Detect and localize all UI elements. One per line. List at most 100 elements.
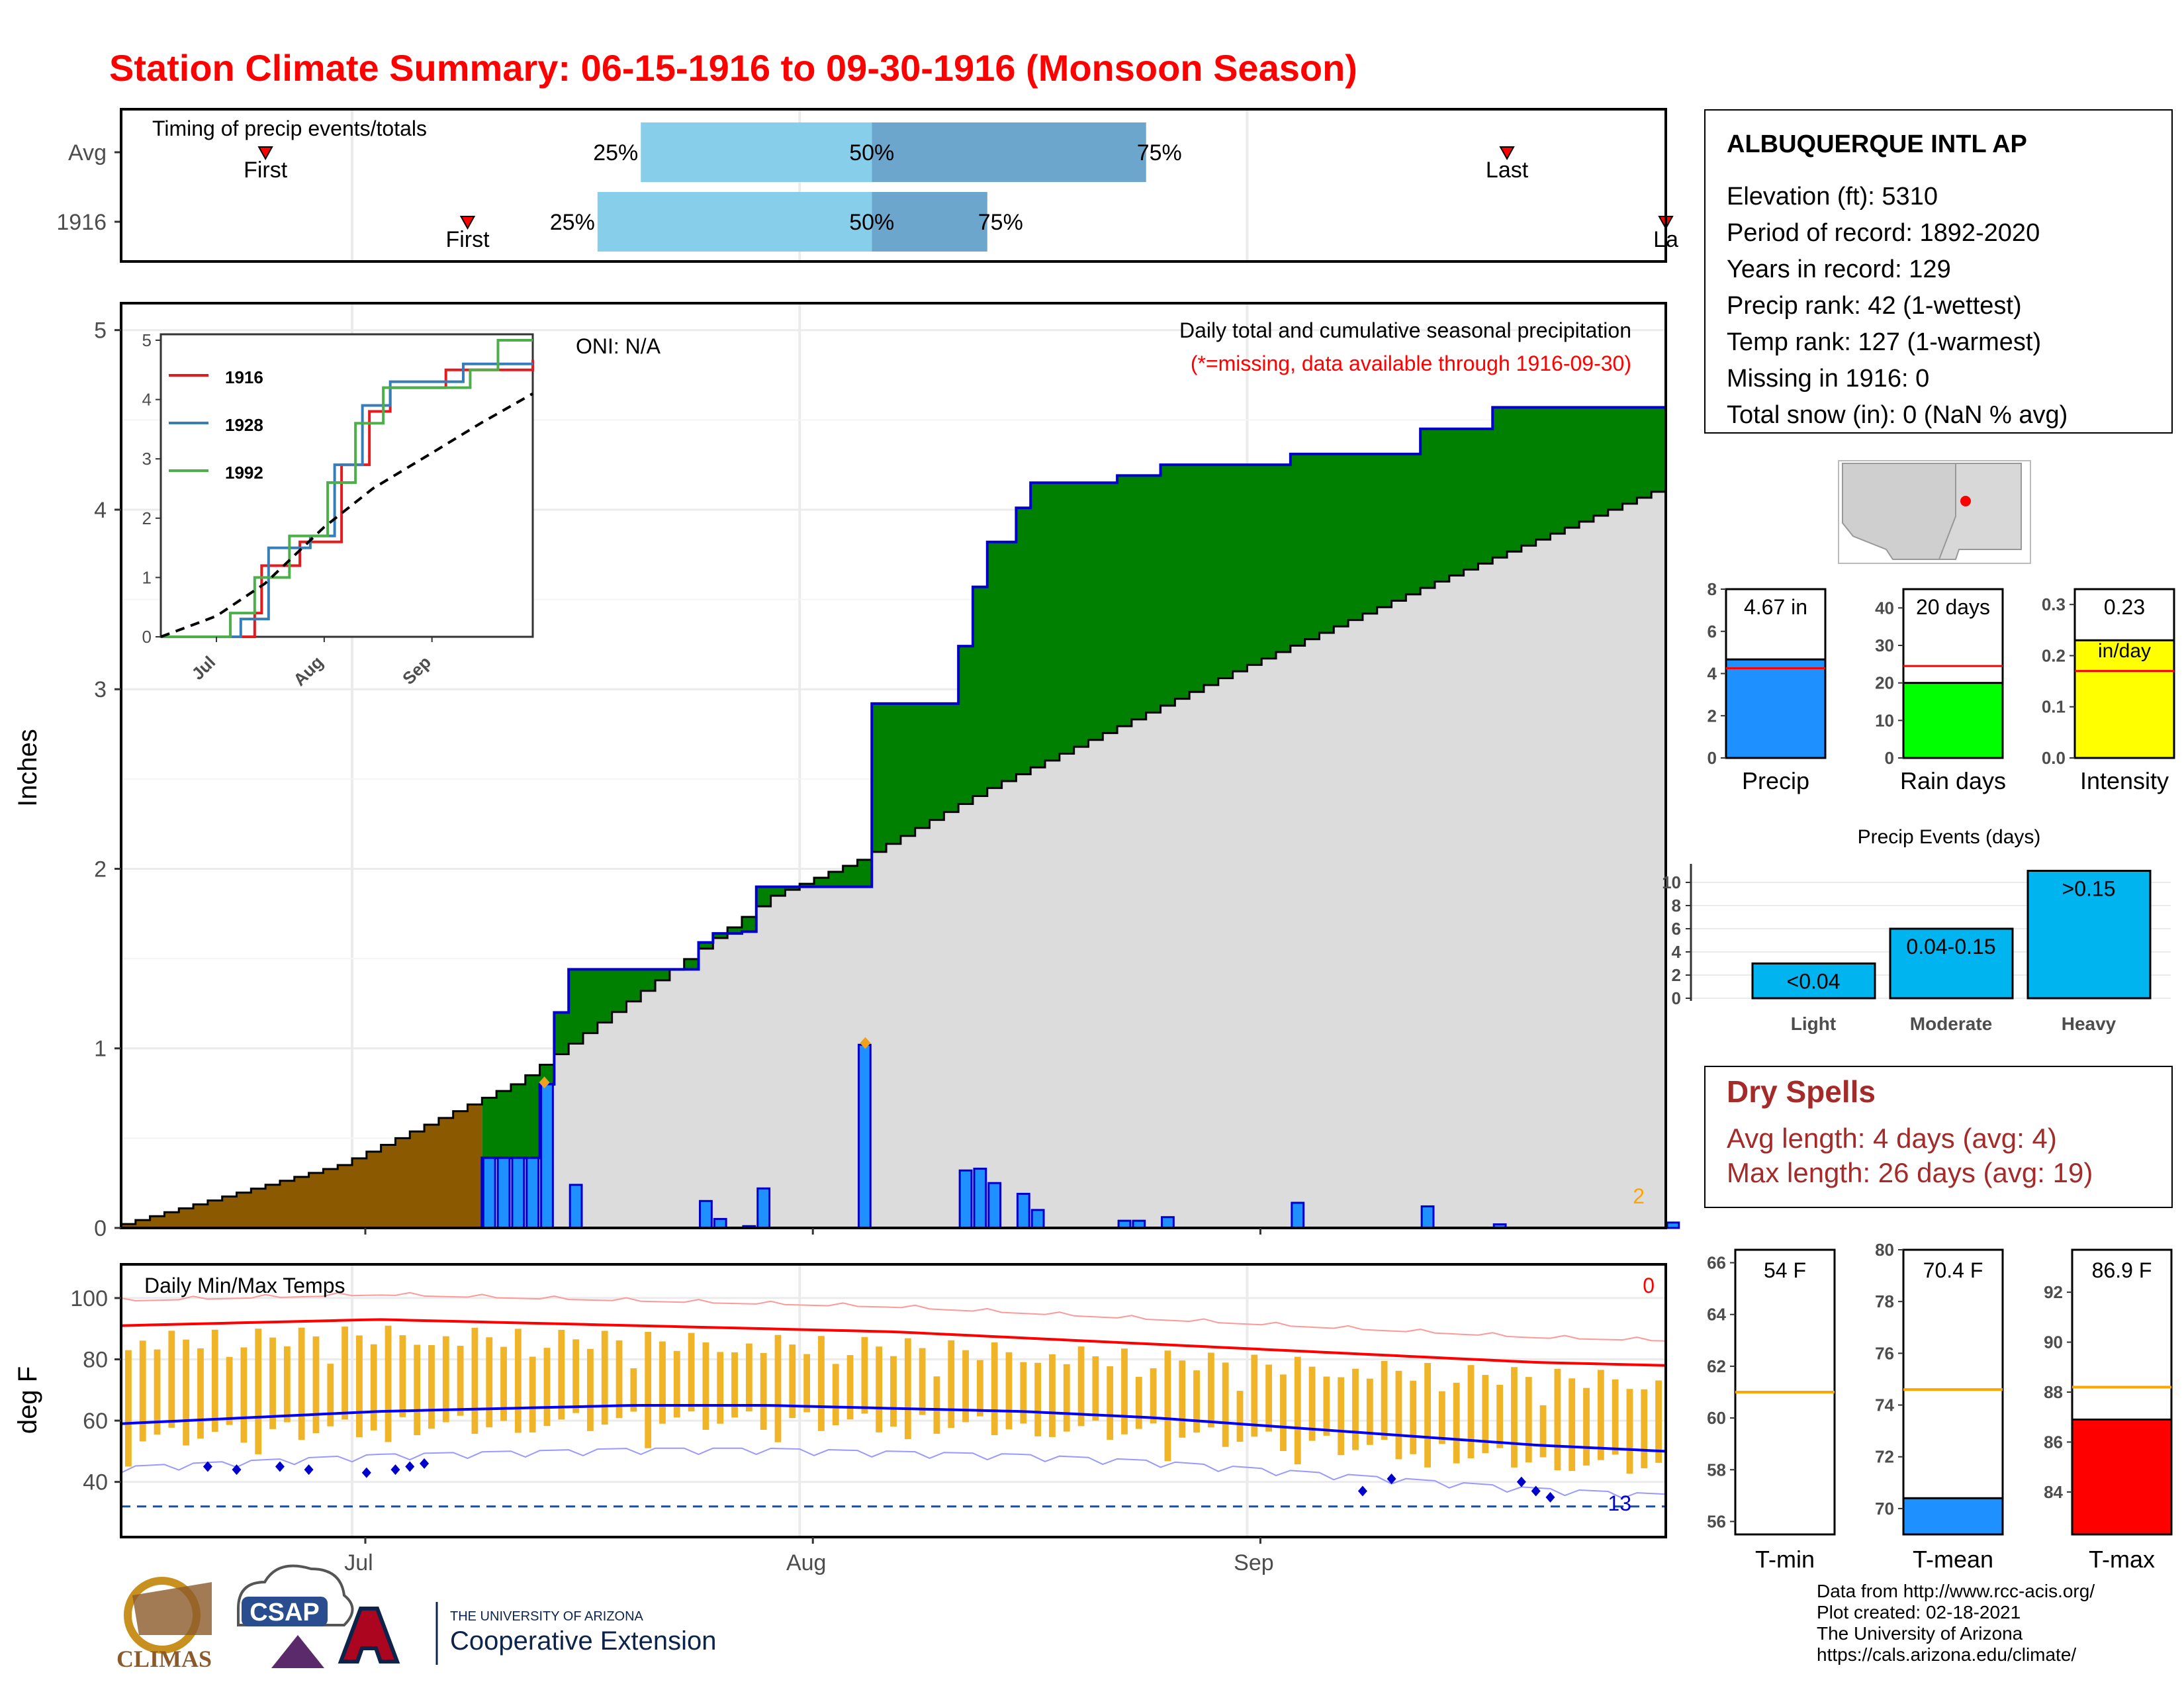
- events-category-label: Heavy: [2062, 1013, 2116, 1034]
- intensity-y-tick-label: 0.3: [2042, 594, 2066, 614]
- tmin-y-tick-label: 60: [1707, 1408, 1726, 1428]
- daily-temp-bar: [789, 1344, 796, 1419]
- daily-temp-bar: [514, 1329, 522, 1433]
- daily-temp-bar: [904, 1338, 911, 1440]
- record-low-marker: [1387, 1474, 1396, 1485]
- events-y-tick-label: 4: [1672, 942, 1682, 962]
- precip-y-tick-label: 2: [1707, 706, 1717, 726]
- inset-y-tick-label: 1: [142, 567, 152, 587]
- daily-temp-bar: [1280, 1374, 1287, 1451]
- daily-temp-bar: [1164, 1350, 1171, 1462]
- daily-temp-bar: [1641, 1389, 1648, 1469]
- record-low-marker: [390, 1464, 400, 1476]
- daily-temp-bar: [1496, 1384, 1504, 1448]
- credit-data-source: Data from http://www.rcc-acis.org/: [1817, 1581, 2095, 1601]
- daily-temp-bar: [500, 1346, 507, 1421]
- tmin-label: T-min: [1755, 1546, 1815, 1573]
- mini-bar-panel: 4.67 in 0 2 4 6 8 Precip 20 days 0 10 20 30 40 Rain d…: [1707, 579, 2175, 794]
- missing-note: (*=missing, data available through 1916-…: [1191, 352, 1631, 375]
- dry-spells-avg: Avg length: 4 days (avg: 4): [1727, 1123, 2057, 1154]
- daily-temp-bar: [385, 1325, 392, 1442]
- daily-temp-bar: [976, 1360, 983, 1417]
- daily-temp-bar: [1467, 1365, 1475, 1458]
- daily-temp-bar: [991, 1342, 998, 1435]
- temp-y-tick-label: 60: [83, 1409, 108, 1434]
- station-snow: Total snow (in): 0 (NaN % avg): [1727, 401, 2068, 429]
- precip-label: Precip: [1742, 767, 1809, 794]
- raindays-value: 20 days: [1916, 595, 1990, 619]
- avg-tmax-line: [120, 1318, 1666, 1367]
- daily-temp-bar: [745, 1343, 752, 1412]
- daily-temp-bar: [1207, 1352, 1214, 1428]
- inset-y-tick-label: 4: [142, 390, 152, 410]
- daily-temp-bar: [1049, 1354, 1056, 1437]
- daily-precip-bar: [1666, 1221, 1680, 1229]
- raindays-y-tick-label: 0: [1885, 748, 1894, 768]
- record-low-marker: [232, 1464, 242, 1476]
- daily-temp-bar: [1539, 1405, 1547, 1458]
- daily-temp-bar: [442, 1336, 449, 1423]
- daily-temp-bar: [341, 1327, 349, 1420]
- daily-precip-bar: [540, 1083, 554, 1229]
- station-info-box: ALBUQUERQUE INTL AP Elevation (ft): 5310…: [1704, 109, 2173, 434]
- daily-temp-bar: [572, 1339, 580, 1413]
- daily-temp-bar: [226, 1356, 233, 1425]
- daily-temp-bar: [803, 1354, 811, 1413]
- last-event-label: Last: [1486, 158, 1529, 183]
- precip-events-panel: Precip Events (days) <0.04 Light 0.04-0.15 M…: [1662, 826, 2171, 1034]
- daily-temp-bar: [457, 1346, 464, 1416]
- quartile-bar-low: [641, 122, 872, 182]
- daily-temp-bar: [1612, 1379, 1619, 1455]
- quartile-bar-low: [597, 192, 872, 252]
- daily-temp-bar: [414, 1344, 421, 1436]
- intensity-value: 0.23: [2104, 595, 2145, 619]
- daily-precip-bar: [987, 1182, 1002, 1229]
- daily-temp-bar: [558, 1329, 565, 1420]
- daily-temp-bar: [1150, 1368, 1157, 1424]
- temp-border: [120, 1263, 1667, 1538]
- intensity-unit: in/day: [2098, 640, 2151, 662]
- q50-label: 50%: [849, 140, 894, 165]
- daily-temp-bar: [139, 1340, 146, 1442]
- daily-temp-bar: [125, 1350, 132, 1467]
- daily-temp-bar: [688, 1333, 695, 1412]
- tmax-y-tick-label: 88: [2044, 1382, 2063, 1402]
- daily-temp-bar: [327, 1364, 334, 1427]
- daily-temp-bar: [919, 1348, 926, 1415]
- q75-label: 75%: [1137, 140, 1182, 165]
- events-bar: [1889, 927, 2014, 1000]
- daily-temp-bar: [283, 1346, 291, 1423]
- events-y-tick-label: 6: [1672, 919, 1681, 939]
- daily-temp-bar: [1583, 1387, 1590, 1466]
- daily-temp-bar: [399, 1335, 406, 1417]
- temp-chart-title: Daily Min/Max Temps: [144, 1274, 345, 1297]
- inset-y-tick-label: 2: [142, 508, 152, 528]
- daily-temp-bar: [1121, 1348, 1128, 1434]
- daily-temp-bar: [717, 1352, 724, 1424]
- q25-label: 25%: [593, 140, 638, 165]
- raindays-y-tick-label: 20: [1875, 673, 1894, 693]
- raindays-y-tick-label: 10: [1875, 710, 1894, 730]
- temp-y-tick-label: 40: [83, 1470, 108, 1495]
- station-name: ALBUQUERQUE INTL AP: [1727, 130, 2027, 158]
- daily-precip-bar: [699, 1199, 713, 1229]
- climas-logo-text: CLIMAS: [116, 1646, 212, 1672]
- average-cumulative-area: [482, 491, 1666, 1229]
- tmean-label: T-mean: [1913, 1546, 1993, 1573]
- daily-temp-bar: [933, 1376, 940, 1434]
- tmean-bar: [1902, 1497, 2004, 1536]
- events-bar: [2026, 870, 2152, 1000]
- daily-temp-bar: [168, 1331, 175, 1428]
- precip-caption: Daily total and cumulative seasonal prec…: [1179, 318, 1631, 342]
- station-period: Period of record: 1892-2020: [1727, 219, 2040, 247]
- daily-temp-bar: [774, 1335, 782, 1442]
- events-category-label: Light: [1791, 1013, 1836, 1034]
- inset-y-tick-label: 0: [142, 627, 152, 647]
- page-title: Station Climate Summary: 06-15-1916 to 0…: [109, 47, 1357, 89]
- daily-precip-bar: [511, 1156, 525, 1229]
- first-event-label: First: [445, 227, 490, 252]
- csap-mountain-icon: [271, 1635, 324, 1668]
- ua-a-logo-icon: [338, 1607, 400, 1664]
